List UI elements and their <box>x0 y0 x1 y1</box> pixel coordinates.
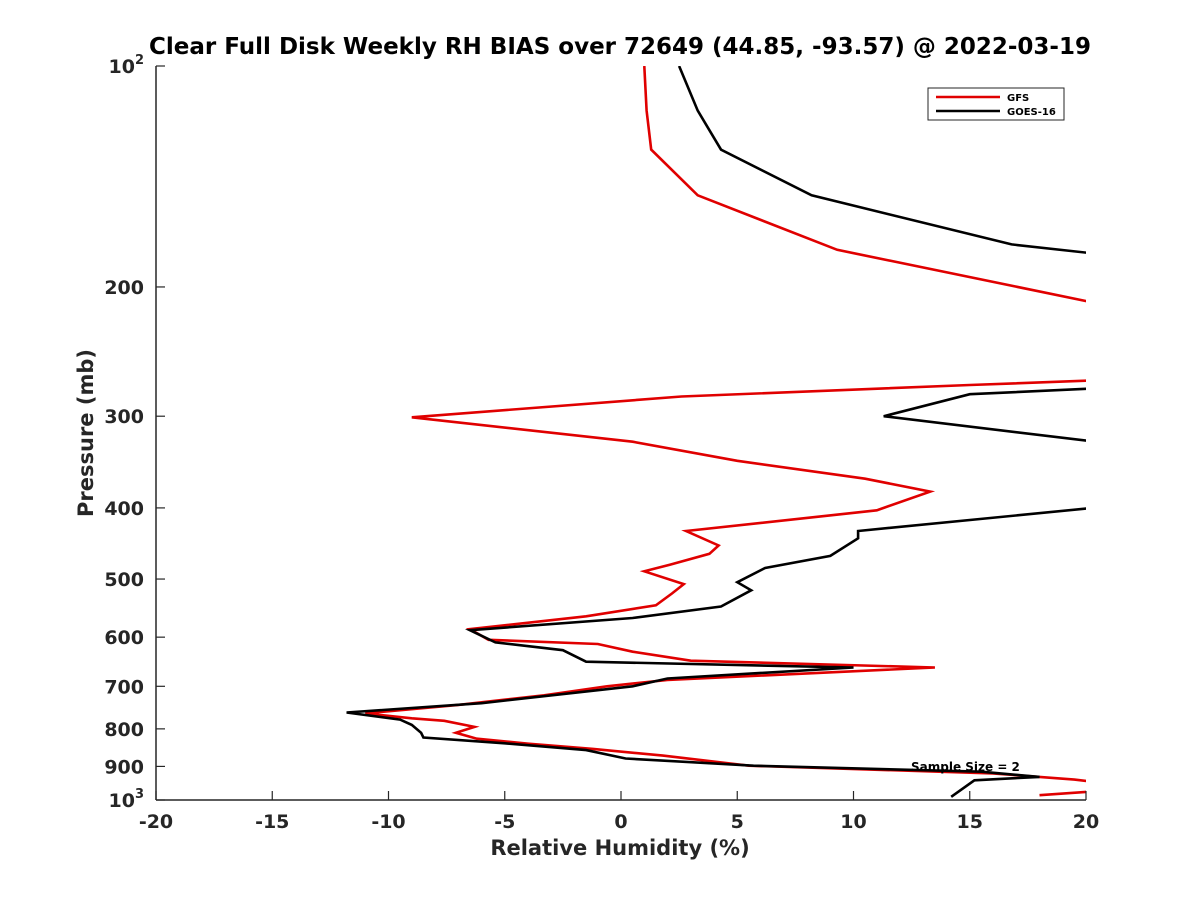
y-tick-label: 500 <box>104 569 144 591</box>
legend-box <box>927 87 1065 121</box>
x-tick-label: 10 <box>840 811 866 833</box>
axes-layer: -20 -15 -10 -5 0 5 10 15 20 102 200 300 400 500 600 700… <box>104 53 1099 833</box>
legend-label-goes16: GOES-16 <box>1007 107 1056 118</box>
x-tick-label: 5 <box>731 811 744 833</box>
y-tick-label: 400 <box>104 498 144 520</box>
x-tick-label: -15 <box>255 811 289 833</box>
y-tick-label: 800 <box>104 719 144 741</box>
x-tick-label: -5 <box>494 811 515 833</box>
y-tick-label: 300 <box>104 406 144 428</box>
x-axis-label: Relative Humidity (%) <box>490 836 749 860</box>
x-tick-label: -20 <box>139 811 173 833</box>
legend-label-gfs: GFS <box>1007 93 1029 104</box>
y-tick-label: 700 <box>104 676 144 698</box>
series-line-gfs <box>365 66 1086 797</box>
chart-title: Clear Full Disk Weekly RH BIAS over 7264… <box>149 34 1091 60</box>
y-axis-label: Pressure (mb) <box>74 349 98 517</box>
x-tick-label: -10 <box>371 811 405 833</box>
y-tick-label: 200 <box>104 277 144 299</box>
y-tick-label: 900 <box>104 756 144 778</box>
x-tick-label: 15 <box>957 811 983 833</box>
y-tick-label: 600 <box>104 627 144 649</box>
y-tick-label: 102 <box>109 53 145 78</box>
series-line-goes16 <box>346 66 1086 798</box>
x-tick-label: 20 <box>1073 811 1099 833</box>
x-tick-label: 0 <box>614 811 627 833</box>
sample-size-annotation: Sample Size = 2 <box>911 760 1020 774</box>
legend: GFS GOES-16 <box>927 87 1065 121</box>
series-layer <box>346 66 1086 798</box>
y-tick-label: 103 <box>109 787 145 812</box>
